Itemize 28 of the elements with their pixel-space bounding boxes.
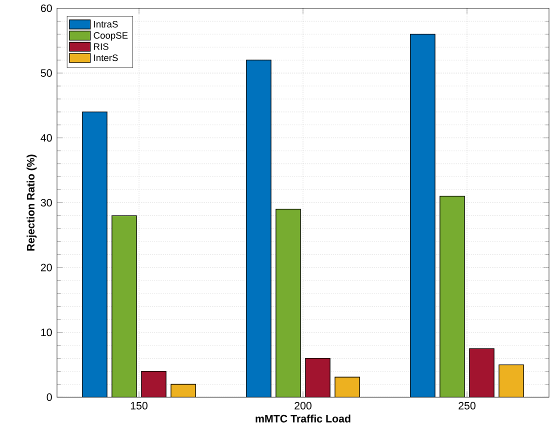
x-tick-label: 200 — [294, 402, 312, 410]
legend-label: IntraS — [94, 20, 118, 28]
y-axis-title: Rejection Ratio (%) — [26, 154, 37, 251]
bar — [276, 208, 301, 398]
bar — [498, 364, 524, 398]
y-tick-label: 60 — [40, 4, 52, 12]
bar — [82, 112, 108, 398]
y-tick-label: 10 — [41, 328, 52, 336]
bar — [440, 196, 465, 398]
legend-label: RIS — [94, 43, 108, 50]
bar — [469, 348, 494, 398]
bar — [305, 358, 330, 398]
x-axis-title: mMTC Traffic Load — [256, 414, 350, 422]
y-tick-label: 50 — [40, 69, 52, 77]
bar — [141, 370, 166, 398]
bar — [410, 34, 436, 398]
y-tick-label: 30 — [40, 198, 52, 206]
legend-label: CoopSE — [94, 32, 128, 40]
x-tick-label: 250 — [458, 402, 476, 410]
bar — [170, 384, 196, 398]
y-tick-label: 40 — [40, 134, 52, 142]
bar — [334, 376, 360, 398]
bar — [112, 215, 137, 398]
y-tick-label: 20 — [40, 264, 52, 272]
y-tick-label: 0 — [46, 393, 52, 401]
bar — [246, 60, 272, 398]
legend-label: InterS — [94, 54, 118, 61]
x-tick-label: 150 — [130, 402, 148, 410]
